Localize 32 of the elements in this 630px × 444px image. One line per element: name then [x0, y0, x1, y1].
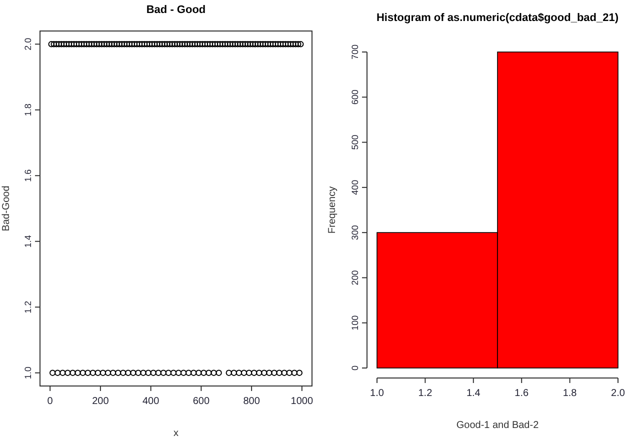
x-axis-title: Good-1 and Bad-2: [456, 420, 540, 431]
x-tick-label: 1000: [290, 396, 314, 407]
y-tick-label: 700: [350, 44, 360, 60]
x-tick-label: 1.6: [514, 388, 529, 399]
y-tick-label: 300: [350, 225, 360, 240]
x-tick-label: 200: [92, 396, 110, 407]
x-tick-label: 600: [192, 396, 210, 407]
y-tick-label: 1.0: [23, 366, 33, 380]
y-tick-label: 600: [350, 90, 360, 105]
x-tick-label: 400: [142, 396, 160, 407]
y-tick-label: 1.6: [23, 169, 33, 182]
y-tick-label: 200: [350, 270, 360, 286]
x-tick-label: 1.8: [562, 388, 578, 399]
y-tick-label: 1.2: [23, 300, 33, 314]
y-tick-label: 2.0: [23, 38, 33, 50]
y-tick-label: 0: [350, 365, 360, 371]
y-tick-label: 400: [350, 180, 360, 195]
x-tick-label: 2.0: [611, 388, 626, 399]
chart-title: Bad - Good: [146, 4, 206, 16]
y-tick-label: 1.4: [23, 235, 33, 248]
x-tick-label: 1.0: [370, 388, 384, 399]
y-axis-title: Bad-Good: [1, 186, 12, 232]
x-tick-label: 1.2: [418, 388, 433, 399]
x-tick-label: 0: [47, 396, 54, 407]
y-axis-title: Frequency: [327, 186, 338, 234]
y-tick-label: 100: [350, 315, 360, 330]
x-axis-title: x: [174, 428, 178, 439]
y-tick-label: 1.8: [23, 104, 33, 116]
x-tick-label: 1.4: [466, 388, 481, 399]
x-tick-label: 800: [243, 396, 260, 407]
y-tick-label: 500: [350, 134, 360, 150]
chart-title: Histogram of as.numeric(cdata$good_bad_21): [376, 12, 619, 24]
